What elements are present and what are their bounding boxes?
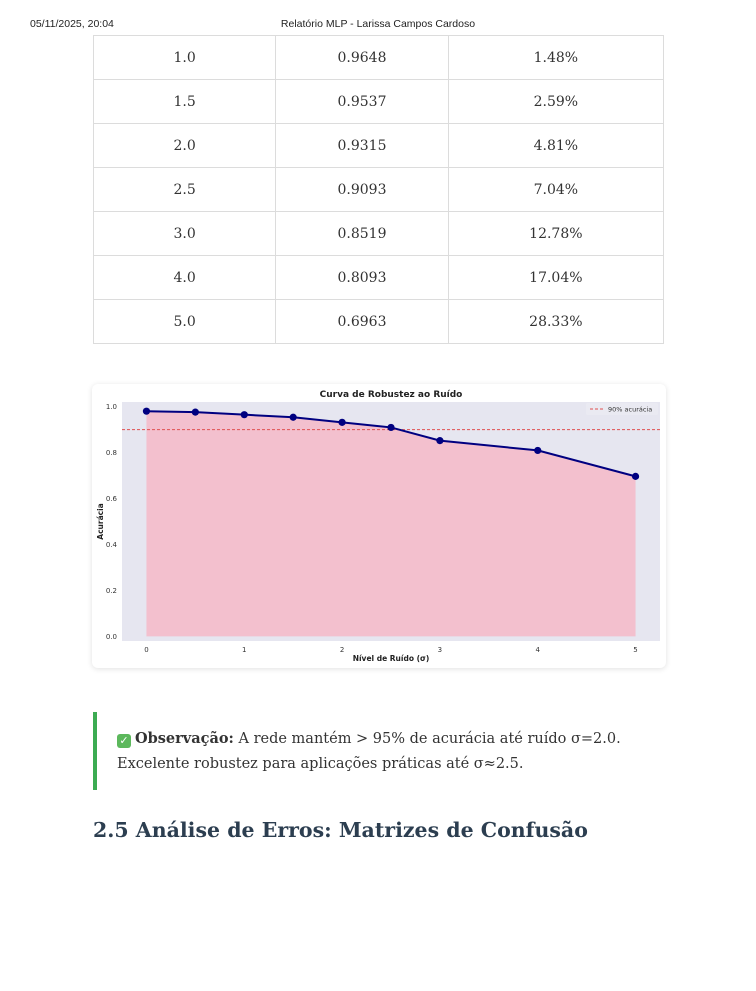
y-tick-label: 0.6: [106, 495, 118, 503]
table-row: 4.0 0.8093 17.04%: [92, 255, 665, 300]
x-tick-label: 0: [144, 646, 148, 654]
callout-body: A rede mantém > 95% de acurácia até ruíd…: [117, 731, 621, 772]
data-point: [142, 407, 151, 415]
data-point: [191, 408, 199, 416]
y-tick-label: 0.2: [106, 587, 117, 595]
data-point: [436, 437, 444, 445]
y-tick-label: 1.0: [106, 403, 117, 411]
y-axis-label: Acurácia: [96, 503, 105, 539]
legend-box: [586, 403, 658, 415]
table-row: 1.5 0.9537 2.59%: [92, 79, 665, 124]
table-row: 2.0 0.9315 4.81%: [92, 123, 665, 168]
check-icon: ✓: [117, 734, 131, 748]
print-date: 05/11/2025, 20:04: [30, 18, 114, 30]
accuracy-cell: 0.6963: [275, 299, 449, 344]
table-row: 3.0 0.8519 12.78%: [92, 211, 665, 256]
noise-level-cell: 1.5: [92, 79, 277, 124]
accuracy-cell: 0.8519: [275, 211, 449, 256]
data-point: [631, 472, 640, 480]
table-row: 5.0 0.6963 28.33%: [92, 299, 665, 344]
observation-callout: ✓ Observação: A rede mantém > 95% de acur…: [93, 712, 657, 790]
print-header: 05/11/2025, 20:04 Relatório MLP - Lariss…: [0, 18, 756, 32]
data-point: [289, 413, 297, 421]
noise-level-cell: 2.0: [92, 123, 277, 168]
data-point: [240, 411, 248, 419]
table-row: 2.5 0.9093 7.04%: [92, 167, 665, 212]
data-point: [534, 446, 542, 455]
x-axis-label: Nível de Ruído (σ): [353, 654, 430, 663]
accuracy-cell: 0.9093: [275, 167, 449, 212]
chart-title: Curva de Robustez ao Ruído: [320, 390, 463, 400]
y-tick-label: 0.4: [106, 541, 118, 549]
noise-level-cell: 2.5: [92, 167, 277, 212]
y-tick-label: 0.8: [106, 449, 117, 457]
legend-label: 90% acurácia: [608, 406, 652, 414]
noise-robustness-chart: 0.0 0.2 0.4 0.6 0.8 1.0 0 1 2 3 4 5 Curva de Robuste…: [96, 390, 660, 663]
y-tick-label: 0.0: [106, 633, 117, 641]
x-tick-label: 5: [633, 646, 637, 654]
callout-text: ✓ Observação: A rede mantém > 95% de acur…: [117, 726, 657, 777]
area-fill: [146, 411, 636, 637]
accuracy-cell: 0.9537: [275, 79, 449, 124]
accuracy-drop-cell: 1.48%: [447, 35, 665, 80]
accuracy-cell: 0.9648: [275, 35, 449, 80]
accuracy-drop-cell: 2.59%: [447, 79, 665, 124]
accuracy-cell: 0.9315: [275, 123, 449, 168]
data-point: [338, 418, 346, 426]
accuracy-drop-cell: 12.78%: [447, 211, 665, 256]
noise-robustness-chart-card: 0.0 0.2 0.4 0.6 0.8 1.0 0 1 2 3 4 5 Curva de Robuste…: [92, 384, 666, 668]
x-tick-label: 4: [535, 646, 540, 654]
noise-level-cell: 3.0: [92, 211, 277, 256]
noise-level-cell: 1.0: [92, 35, 277, 80]
callout-label: Observação:: [135, 730, 234, 747]
print-title: Relatório MLP - Larissa Campos Cardoso: [280, 18, 476, 30]
x-tick-label: 2: [340, 646, 344, 654]
accuracy-drop-cell: 28.33%: [447, 299, 665, 344]
data-point: [387, 423, 395, 432]
noise-robustness-table: 1.0 0.9648 1.48% 1.5 0.9537 2.59% 2.0 0.9315 4.8…: [92, 35, 665, 344]
accuracy-cell: 0.8093: [275, 255, 449, 300]
accuracy-drop-cell: 4.81%: [447, 123, 665, 168]
x-tick-label: 3: [438, 646, 442, 654]
accuracy-drop-cell: 17.04%: [447, 255, 665, 300]
noise-level-cell: 5.0: [92, 299, 277, 344]
x-tick-label: 1: [242, 646, 246, 654]
table-row: 1.0 0.9648 1.48%: [92, 35, 665, 80]
noise-level-cell: 4.0: [92, 255, 277, 300]
accuracy-drop-cell: 7.04%: [447, 167, 665, 212]
section-title: 2.5 Análise de Erros: Matrizes de Confus…: [93, 818, 588, 842]
